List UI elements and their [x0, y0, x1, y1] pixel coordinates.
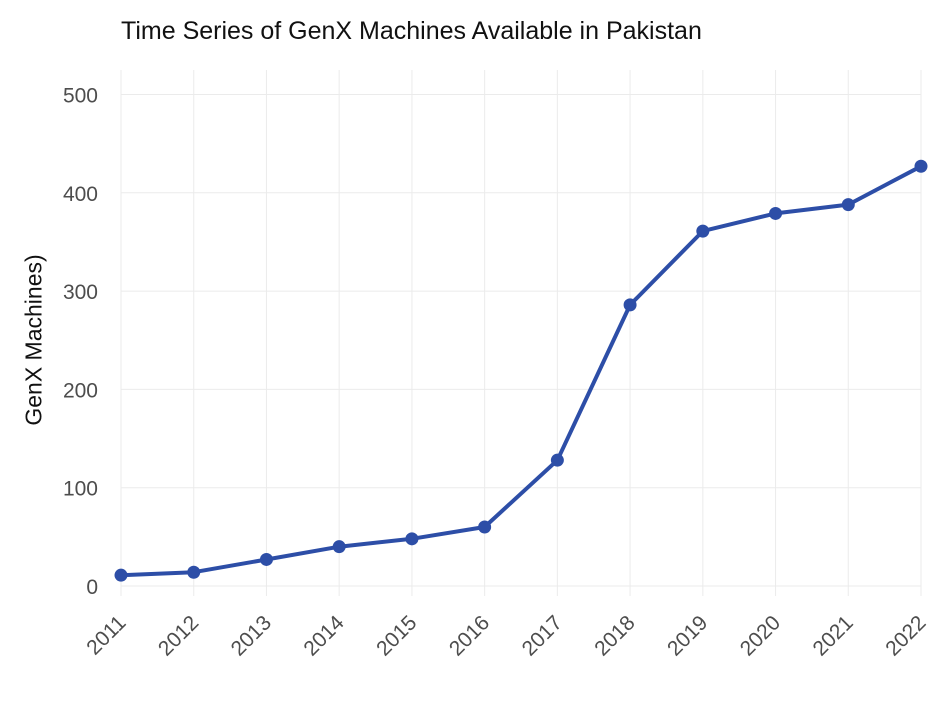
chart-title: Time Series of GenX Machines Available i… — [121, 17, 702, 45]
x-tick-label: 2022 — [881, 611, 930, 660]
y-tick-label: 500 — [63, 85, 98, 108]
x-tick-label: 2015 — [372, 611, 421, 660]
x-tick-label: 2016 — [445, 611, 494, 660]
y-tick-label: 200 — [63, 379, 98, 402]
data-point — [187, 565, 201, 579]
x-tick-label: 2017 — [518, 611, 567, 660]
x-tick-label: 2021 — [809, 611, 858, 660]
data-point — [623, 298, 637, 312]
data-point — [405, 532, 419, 546]
data-point — [696, 224, 710, 238]
data-point — [259, 552, 273, 566]
x-tick-label: 2014 — [299, 611, 349, 661]
x-tick-label: 2012 — [154, 611, 203, 660]
x-tick-label: 2013 — [227, 611, 276, 660]
x-tick-label: 2011 — [82, 611, 130, 659]
data-point — [332, 540, 346, 554]
data-point — [769, 206, 783, 220]
data-point — [841, 198, 855, 212]
x-tick-label: 2019 — [663, 611, 712, 660]
y-tick-label: 100 — [63, 478, 98, 501]
x-tick-label: 2020 — [736, 611, 785, 660]
data-point — [550, 453, 564, 467]
y-tick-label: 0 — [86, 576, 98, 599]
series-line — [119, 164, 923, 578]
data-point — [914, 159, 928, 173]
y-tick-label: 400 — [63, 183, 98, 206]
data-point — [114, 568, 128, 582]
x-tick-label: 2018 — [590, 611, 639, 660]
y-tick-label: 300 — [63, 281, 98, 304]
data-point — [478, 520, 492, 534]
